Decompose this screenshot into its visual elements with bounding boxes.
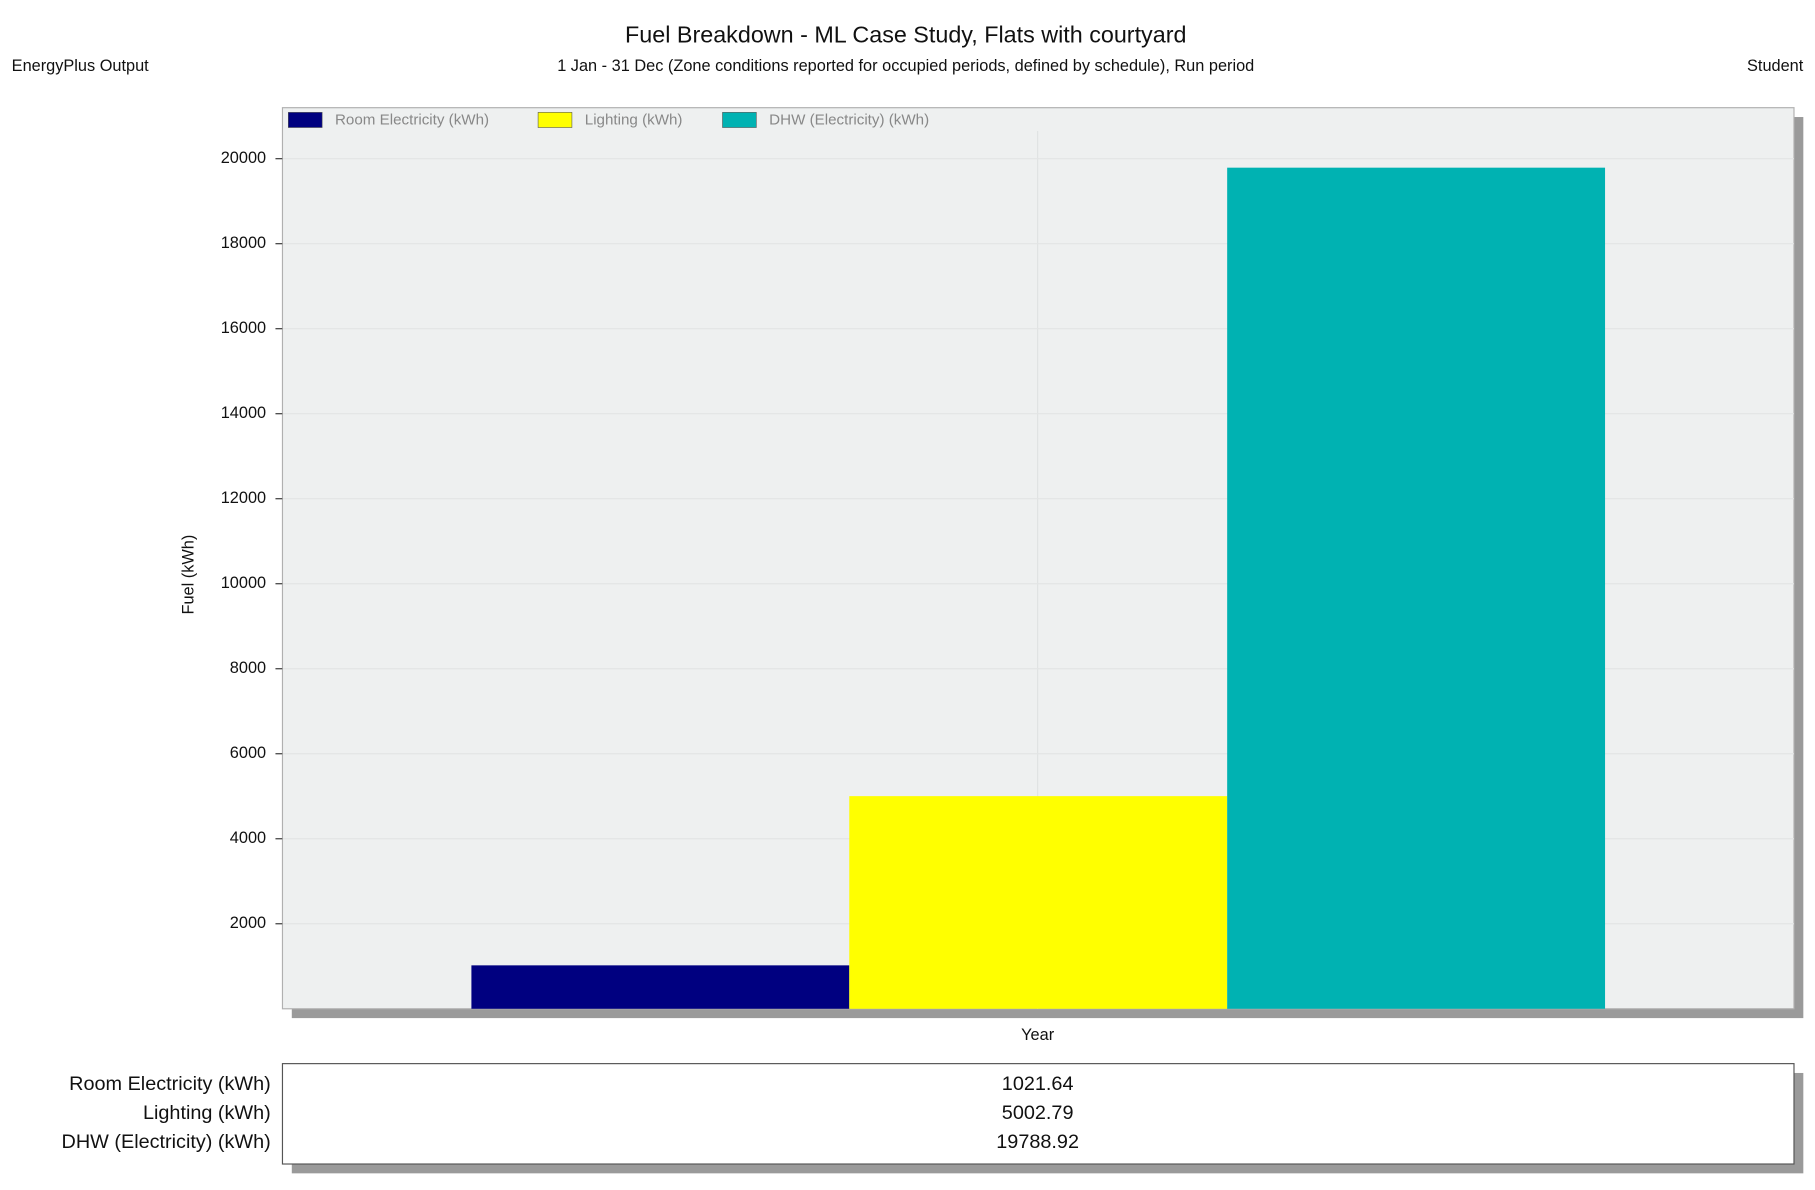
chart-title: Fuel Breakdown - ML Case Study, Flats wi… bbox=[625, 22, 1186, 48]
table-row-label: Lighting (kWh) bbox=[143, 1102, 271, 1124]
y-tick-label: 8000 bbox=[230, 659, 266, 677]
legend-label: Room Electricity (kWh) bbox=[335, 112, 489, 129]
header-left: EnergyPlus Output bbox=[12, 57, 150, 75]
table-value: 19788.92 bbox=[996, 1131, 1079, 1153]
y-tick-label: 2000 bbox=[230, 914, 266, 932]
y-tick-label: 4000 bbox=[230, 829, 266, 847]
y-axis-label: Fuel (kWh) bbox=[179, 535, 197, 615]
marks: 2000 4000 6000 8000 10000 12000 14000 16000 1800… bbox=[62, 112, 1794, 1153]
x-axis-label: Year bbox=[1021, 1026, 1055, 1044]
legend-swatch bbox=[537, 112, 573, 128]
legend-label: Lighting (kWh) bbox=[585, 112, 683, 129]
bar bbox=[1227, 167, 1606, 1009]
table-value: 5002.79 bbox=[1002, 1102, 1074, 1124]
chart-subtitle: 1 Jan - 31 Dec (Zone conditions reported… bbox=[557, 57, 1254, 75]
y-tick-label: 12000 bbox=[221, 489, 266, 507]
table-box bbox=[281, 1063, 1795, 1165]
table-row-label: Room Electricity (kWh) bbox=[69, 1073, 271, 1095]
y-tick-label: 20000 bbox=[221, 149, 266, 167]
y-tick-label: 6000 bbox=[230, 744, 266, 762]
y-tick-label: 16000 bbox=[221, 319, 266, 337]
y-tick-label: 10000 bbox=[221, 574, 266, 592]
y-tick-label: 18000 bbox=[221, 234, 266, 252]
table-value: 1021.64 bbox=[1002, 1073, 1074, 1095]
table-row-label: DHW (Electricity) (kWh) bbox=[62, 1131, 271, 1153]
y-tick-label: 14000 bbox=[221, 404, 266, 422]
bar bbox=[471, 965, 850, 1009]
legend-swatch bbox=[288, 112, 323, 128]
header-right: Student bbox=[1747, 57, 1804, 75]
legend-label: DHW (Electricity) (kWh) bbox=[769, 112, 929, 129]
legend-swatch bbox=[722, 112, 757, 128]
bar bbox=[849, 796, 1228, 1009]
